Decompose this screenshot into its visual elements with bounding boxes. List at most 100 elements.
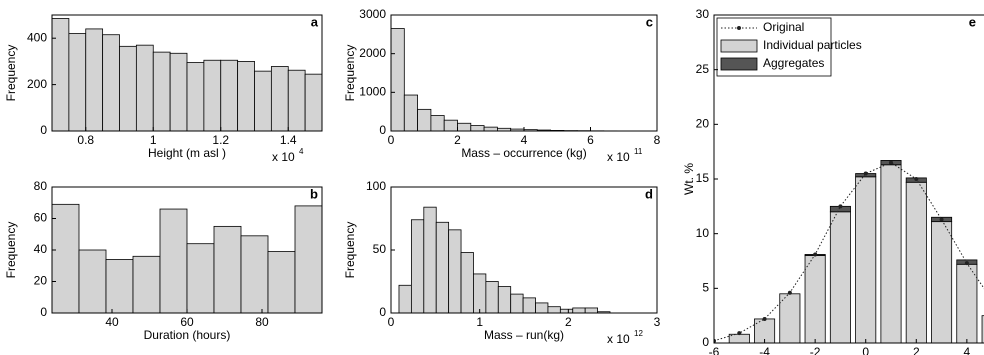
bar [981,315,984,343]
histogram-bar [240,235,269,313]
histogram-bar [460,252,474,313]
x-tick-label: 0 [862,345,869,355]
histogram-bar [430,115,445,131]
panel-letter: d [645,186,653,201]
x-tick-label: 80 [255,315,269,329]
bar [829,211,851,343]
histogram-bar [52,203,80,313]
histogram-bar [391,28,405,131]
histogram-bar [443,119,458,131]
x-tick-label: 3 [654,315,661,329]
x-tick-label: 8 [654,133,661,147]
histogram-bar [132,255,161,313]
histogram-bar [237,61,255,131]
legend-marker [737,26,741,30]
x-tick-label: 0.8 [77,133,94,147]
line-point [914,177,919,181]
legend-label: Original [763,20,804,34]
panel: 0 2 4 6 8 0 1000 2000 3000 Mass – occurrence (kg)… [343,7,660,164]
panel: 0.8 1 1.2 1.4 0 200 400 Height (m asl ) Frequenc… [4,14,323,164]
histogram-bar [287,69,306,131]
histogram-bar [470,125,485,131]
histogram-bar [485,281,499,313]
histogram-bar [435,221,450,313]
histogram-bar [213,225,242,313]
histogram-bar [186,243,215,313]
histogram-bar [119,45,137,131]
x-tick-label: 60 [180,315,194,329]
histogram-bar [403,94,418,131]
y-tick-label: 80 [34,179,48,193]
histogram-bar [159,208,188,313]
plot-area [52,203,322,313]
histogram-bar [68,33,87,131]
line-point [838,204,843,209]
y-tick-label: 0 [379,123,386,137]
y-tick-label: 20 [34,274,48,288]
histogram-bar [559,308,574,313]
y-tick-label: 100 [366,179,386,193]
x-tick-label: 1 [476,315,483,329]
histogram-bar [497,286,512,313]
legend-label: Aggregates [763,56,824,70]
panel: 40 60 80 0 20 40 60 80 Duration (hours) Frequency… [4,179,323,342]
x-tick-label: 40 [105,315,119,329]
y-tick-label: 400 [27,30,47,44]
histogram-bar [584,307,598,313]
axis-multiplier-exponent: 4 [299,147,304,156]
plot-area [398,206,611,313]
x-tick-label: 0 [388,133,395,147]
x-axis-label: Mass – run(kg) [484,328,564,342]
y-tick-label: 1000 [359,85,386,99]
panel-letter: c [646,14,653,29]
histogram-bar [522,297,536,313]
y-tick-label: 200 [27,77,47,91]
histogram-bar [52,18,70,131]
line-point [939,217,944,222]
line-point [737,331,742,336]
axis-multiplier-exponent: 11 [634,147,643,156]
histogram-bar [203,59,222,131]
x-tick-label: -2 [810,345,821,355]
histogram-bar [483,126,498,131]
y-tick-label: 0 [702,335,709,349]
bar [905,181,927,343]
histogram-bar [410,219,425,313]
histogram-bar [473,273,487,313]
x-tick-label: 2 [913,345,920,355]
histogram-bar [186,62,205,131]
y-tick-label: 40 [34,242,48,256]
histogram-bar [135,44,154,131]
axis-multiplier-exponent: 12 [634,329,643,338]
histogram-bar [448,229,462,313]
plot-area [714,160,984,343]
histogram-bar [267,251,296,313]
legend-swatch [720,39,758,53]
bar [931,221,953,343]
x-tick-label: -6 [709,345,720,355]
bar [855,176,877,343]
axes-box [51,14,323,132]
histogram-bar [169,52,188,131]
histogram-bar [547,306,561,313]
plot-area [52,18,322,131]
legend-swatch [720,57,758,71]
y-tick-label: 10 [696,226,710,240]
panel: Original Individual particles Aggregates -6… [682,7,984,355]
line-point [889,160,893,165]
histogram-bar [254,70,272,131]
line-point [787,290,792,295]
y-tick-label: 20 [696,117,710,131]
line-point [964,261,969,266]
x-tick-label: 2 [565,315,572,329]
y-tick-label: 0 [379,305,386,319]
y-axis-label: Frequency [4,222,18,279]
histogram-bar [572,307,586,313]
histogram-bar [220,59,239,131]
y-axis-label: Wt. % [682,163,696,195]
x-axis-label: Mass – occurrence (kg) [461,146,586,160]
panel-letter: e [969,14,976,29]
histogram-bar [510,293,524,313]
histogram-bar [294,205,322,313]
x-tick-label: 0 [388,315,395,329]
